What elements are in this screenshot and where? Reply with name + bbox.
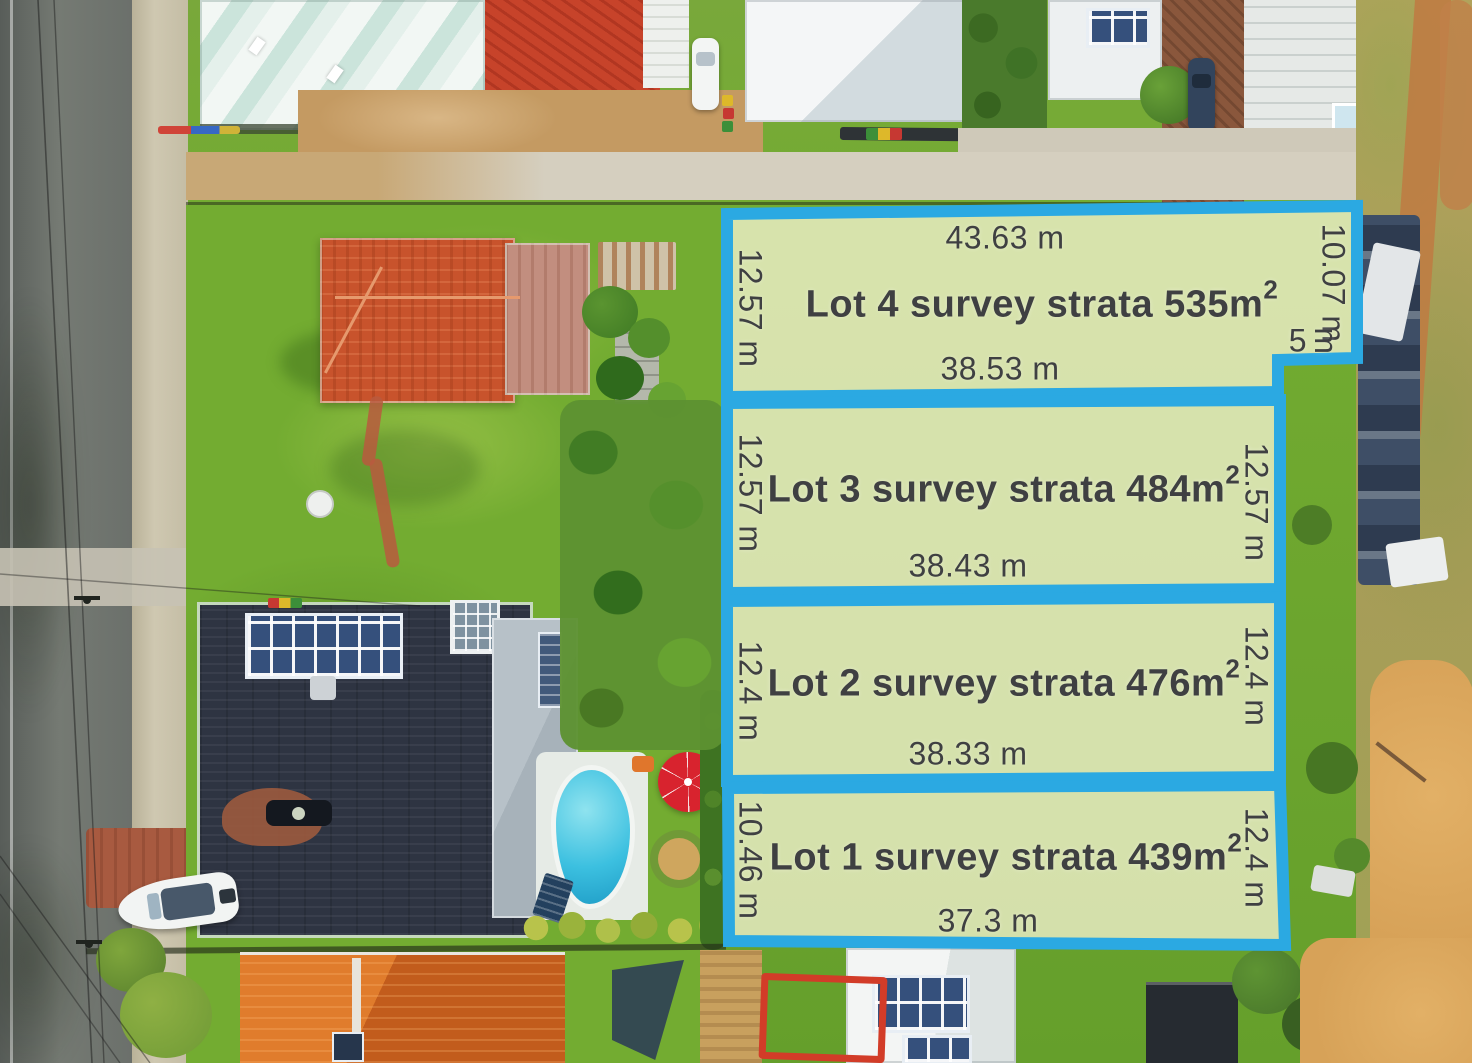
power-wire xyxy=(0,893,121,1063)
lot-4-title-text: Lot 4 survey strata 535m xyxy=(805,283,1264,326)
bush xyxy=(1334,838,1370,874)
tree xyxy=(596,356,644,400)
lot-1-boundary xyxy=(721,778,1292,952)
lot-4-dim-top: 43.63 m xyxy=(945,219,1065,256)
lot-1-dim-bottom: 37.3 m xyxy=(937,902,1039,939)
roof-ridge xyxy=(335,296,520,299)
white-fence-strip xyxy=(643,0,689,88)
lawn-shadow xyxy=(330,430,480,506)
orange-roof-house-bottom xyxy=(240,952,565,1063)
outdoor-table xyxy=(292,807,305,820)
bush xyxy=(1292,505,1332,545)
lot-2-dim-left: 12.4 m xyxy=(732,640,769,742)
lot-1-title-text: Lot 1 survey strata 439m xyxy=(769,836,1228,879)
lot-2-dim-bottom: 38.33 m xyxy=(908,735,1028,772)
dark-shed-bottom xyxy=(1146,982,1238,1063)
lot-2-title-text: Lot 2 survey strata 476m xyxy=(767,662,1226,705)
rusty-shed xyxy=(598,242,676,290)
lot-4-dim-step: 5 m xyxy=(1288,322,1344,360)
lot-3-title: Lot 3 survey strata 484m2 xyxy=(767,462,1241,512)
power-pole xyxy=(85,940,93,948)
wheelie-bin-yellow xyxy=(722,95,733,106)
lot-2-title-superscript: 2 xyxy=(1225,653,1241,684)
solar-array xyxy=(245,613,403,679)
outdoor-table-orange xyxy=(632,756,654,772)
lot-1-dim-left: 10.46 m xyxy=(732,800,769,920)
lot-4-dim-step-unit: m xyxy=(1308,327,1345,355)
lot-1-title-superscript: 2 xyxy=(1227,827,1243,858)
solar-panel xyxy=(332,1032,364,1062)
satellite-dish xyxy=(306,490,334,518)
subject-house-roof-faded xyxy=(505,243,590,395)
glass-pergola xyxy=(450,600,500,654)
road-tree-shadow xyxy=(0,290,80,720)
lot-2-boundary xyxy=(721,590,1286,788)
lot-4-dim-left: 12.57 m xyxy=(732,248,769,368)
solar-array xyxy=(872,975,970,1033)
tree xyxy=(120,972,212,1058)
lot-2-title: Lot 2 survey strata 476m2 xyxy=(767,656,1241,706)
road xyxy=(0,0,132,1063)
sand-bottom-right xyxy=(1300,938,1472,1063)
power-wire xyxy=(0,573,421,607)
car-windshield xyxy=(1192,74,1211,88)
power-wire xyxy=(53,0,105,1063)
bush xyxy=(1306,742,1358,794)
lot-3-boundary xyxy=(721,393,1286,600)
power-pole xyxy=(83,596,91,604)
lot-3-dim-right: 12.57 m xyxy=(1238,442,1275,562)
white-solar-house-bottom xyxy=(846,948,1016,1063)
lot-1-title: Lot 1 survey strata 439m2 xyxy=(769,830,1243,880)
lot-4-title: Lot 4 survey strata 535m2 xyxy=(805,277,1279,327)
hedge xyxy=(962,0,1047,140)
garage-white xyxy=(1048,0,1162,100)
front-fence-line xyxy=(186,202,1362,205)
tree xyxy=(628,318,670,358)
wheelie-bin-green xyxy=(722,121,733,132)
bins-on-roofline xyxy=(268,598,302,608)
solar-panel xyxy=(1086,8,1150,48)
ac-unit xyxy=(310,676,336,700)
lot-4-title-superscript: 2 xyxy=(1263,274,1279,305)
car-windshield xyxy=(696,52,715,66)
umbrella-pole xyxy=(684,778,692,786)
red-tile-roof-house xyxy=(485,0,660,95)
top-footpath xyxy=(186,152,1382,200)
lot-3-title-superscript: 2 xyxy=(1225,459,1241,490)
tan-paving xyxy=(298,90,763,160)
pool-toys-strip xyxy=(158,126,240,134)
subject-house-roof xyxy=(320,238,515,403)
white-roof-house xyxy=(745,0,965,122)
ridge-capping xyxy=(352,958,361,1058)
bins-colorful xyxy=(866,128,902,140)
sand-strip xyxy=(700,950,762,1063)
road-edge-line xyxy=(10,0,13,1063)
lot-3-title-text: Lot 3 survey strata 484m xyxy=(767,468,1226,511)
fire-pit xyxy=(658,838,700,880)
dirt-patch xyxy=(1440,0,1472,210)
lot-3-dim-bottom: 38.43 m xyxy=(908,547,1028,584)
lot-4-dim-bottom: 38.53 m xyxy=(940,350,1060,387)
rear-garden xyxy=(560,400,726,750)
power-wire xyxy=(37,0,93,1063)
lot-4-dim-step-value: 5 xyxy=(1288,322,1308,359)
power-wire xyxy=(0,855,151,1063)
white-car xyxy=(692,38,719,110)
lot-3-dim-left: 12.57 m xyxy=(732,433,769,553)
wheelie-bin-red xyxy=(723,108,734,119)
road-tree-shadow xyxy=(0,840,90,1063)
lot-1-dim-right: 12.4 m xyxy=(1238,807,1275,909)
lot-2-dim-right: 12.4 m xyxy=(1238,625,1275,727)
dark-car xyxy=(1188,58,1215,132)
courtyard xyxy=(266,800,332,826)
